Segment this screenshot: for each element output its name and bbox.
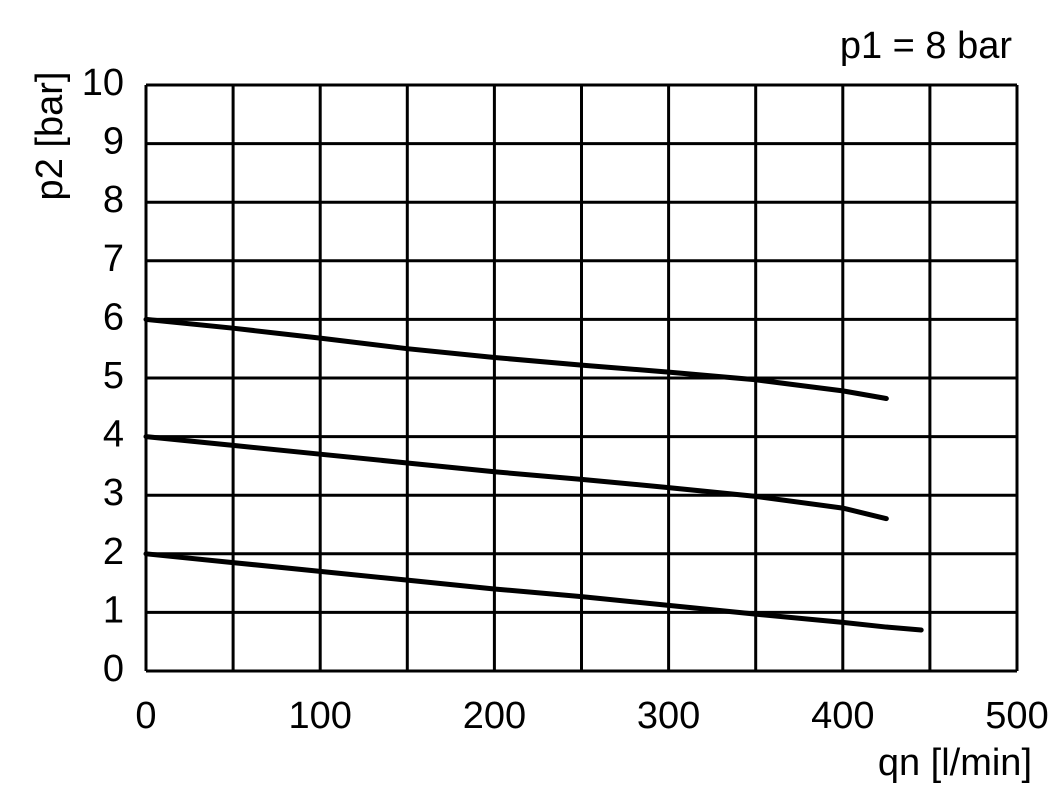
y-tick-label: 6 [103, 296, 124, 338]
data-line [143, 551, 924, 633]
y-tick-label: 1 [103, 589, 124, 631]
data-line [143, 316, 889, 402]
data-line [143, 434, 889, 522]
y-tick-label: 2 [103, 531, 124, 573]
y-tick-label: 0 [103, 648, 124, 690]
y-tick-label: 5 [103, 355, 124, 397]
x-tick-label: 200 [463, 695, 526, 737]
x-tick-label: 100 [288, 695, 351, 737]
x-tick-label: 0 [135, 695, 156, 737]
x-tick-label: 400 [811, 695, 874, 737]
y-tick-label: 4 [103, 414, 124, 456]
y-axis-label: p2 [bar] [29, 72, 71, 201]
y-tick-label: 8 [103, 179, 124, 221]
y-tick-label: 3 [103, 472, 124, 514]
y-tick-label: 7 [103, 238, 124, 280]
y-tick-label: 9 [103, 121, 124, 163]
x-tick-label: 300 [637, 695, 700, 737]
x-tick-label: 500 [985, 695, 1048, 737]
x-axis-label: qn [l/min] [878, 742, 1032, 784]
y-tick-label: 10 [82, 62, 124, 104]
chart-title: p1 = 8 bar [840, 25, 1013, 67]
